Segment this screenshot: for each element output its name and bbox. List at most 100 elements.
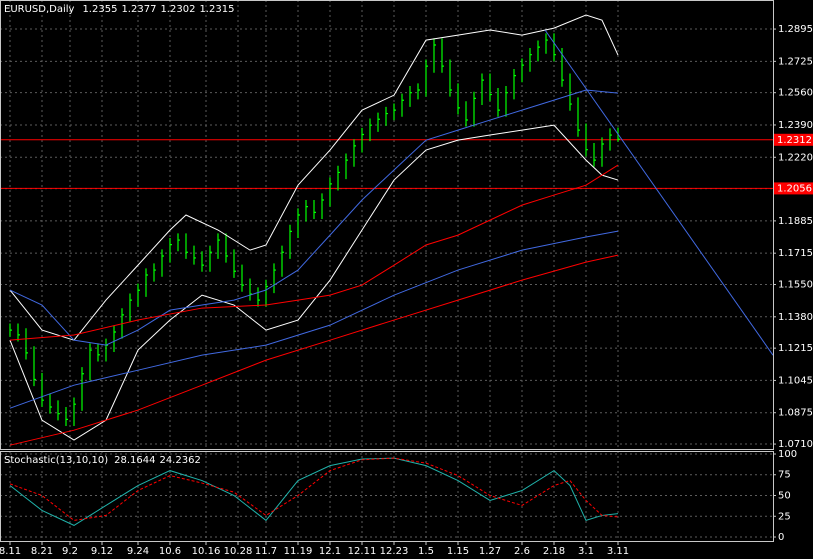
symbol: EURUSD,Daily: [4, 4, 75, 15]
price-bar: [505, 86, 508, 117]
y-tick-label: 0: [778, 532, 784, 543]
x-tick-label: 12.23: [380, 546, 409, 557]
price-bar: [209, 245, 212, 272]
price-bar: [513, 68, 516, 100]
price-bar: [65, 407, 68, 427]
main-title: EURUSD,Daily 1.2355 1.2377 1.2302 1.2315: [4, 4, 234, 15]
price-bar: [9, 323, 12, 337]
x-tick-label: 10.6: [159, 546, 181, 557]
price-bar: [321, 193, 324, 219]
price-bar: [217, 233, 220, 259]
price-bar: [369, 118, 372, 142]
x-tick-label: 9.2: [62, 546, 78, 557]
x-tick-label: 10.28: [224, 546, 253, 557]
main-value: 28.1644: [114, 455, 155, 466]
y-tick-label: 1.1045: [778, 375, 813, 386]
x-tick-label: 10.16: [192, 546, 221, 557]
y-tick-label: 1.2220: [778, 152, 813, 163]
price-bar: [305, 199, 308, 222]
x-tick-label: 1.15: [447, 546, 469, 557]
price-bar: [313, 199, 316, 219]
indicator-line: [9, 14, 619, 341]
x-tick-label: 8.11: [0, 546, 21, 557]
level-label-box: [774, 182, 813, 195]
y-tick-label: 25: [778, 511, 791, 522]
y-tick-label: 1.2390: [778, 120, 813, 131]
price-bar: [409, 86, 412, 107]
price-bar: [25, 328, 28, 360]
price-bar: [233, 249, 236, 278]
x-tick-label: 3.1: [578, 546, 594, 557]
y-tick-label: 1.0875: [778, 408, 813, 419]
low: 1.2302: [160, 4, 195, 15]
price-bar: [377, 112, 380, 132]
high: 1.2377: [121, 4, 156, 15]
x-tick-label: 9.12: [91, 546, 113, 557]
price-bar: [161, 249, 164, 277]
x-tick-label: 3.11: [607, 546, 629, 557]
price-bar: [177, 233, 180, 252]
price-bar: [401, 93, 404, 117]
main-frame: [0, 0, 774, 450]
x-tick-label: 1.5: [418, 546, 434, 557]
price-bar: [57, 400, 60, 421]
y-tick-label: 1.2895: [778, 24, 813, 35]
y-tick-label: 1.1380: [778, 312, 813, 323]
indicator-line: [9, 254, 619, 446]
price-bar: [145, 268, 148, 297]
price-bar: [89, 343, 92, 381]
x-tick-label: 11.7: [255, 546, 277, 557]
x-tick-label: 2.18: [543, 546, 565, 557]
y-tick-label: 1.1215: [778, 343, 813, 354]
y-tick-label: 1.1885: [778, 216, 813, 227]
sub-title: Stochastic(13,10,10) 28.1644 24.2362: [4, 455, 201, 466]
y-tick-label: 1.2560: [778, 88, 813, 99]
price-bar: [553, 33, 556, 62]
price-bar: [569, 73, 572, 111]
price-bar: [185, 233, 188, 259]
y-tick-label: 50: [778, 491, 791, 502]
price-bar: [361, 127, 364, 153]
price-bar: [113, 325, 116, 352]
price-bar: [489, 73, 492, 102]
price-bar: [593, 143, 596, 167]
close: 1.2315: [199, 4, 234, 15]
y-tick-label: 1.2725: [778, 56, 813, 67]
price-bar: [601, 137, 604, 167]
price-bar: [81, 367, 84, 411]
indicator-line: [9, 457, 619, 521]
price-bar: [49, 393, 52, 414]
price-bar: [585, 123, 588, 157]
price-bar: [577, 97, 580, 137]
price-bar: [225, 233, 228, 263]
price-bar: [537, 40, 540, 62]
price-bar: [441, 38, 444, 73]
price-bar: [73, 397, 76, 427]
indicator-line: [9, 457, 619, 526]
y-tick-label: 100: [778, 449, 797, 460]
indicator-line: [9, 124, 619, 441]
price-bar: [449, 59, 452, 97]
level-label: 1.2312: [777, 135, 812, 146]
price-bar: [425, 59, 428, 97]
x-tick-label: 1.27: [479, 546, 501, 557]
price-bar: [337, 165, 340, 191]
price-bar: [609, 128, 612, 151]
signal-value: 24.2362: [159, 455, 200, 466]
y-tick-label: 1.1550: [778, 280, 813, 291]
sub-frame: [0, 451, 774, 542]
price-bar: [289, 224, 292, 259]
price-bar: [393, 103, 396, 121]
price-bar: [545, 33, 548, 54]
price-bar: [497, 87, 500, 117]
price-bar: [265, 279, 268, 307]
price-bar: [281, 245, 284, 277]
price-bar: [169, 237, 172, 263]
indicator-line: [9, 164, 619, 341]
indicator-line: [9, 230, 619, 409]
price-bar: [465, 101, 468, 127]
open: 1.2355: [82, 4, 117, 15]
